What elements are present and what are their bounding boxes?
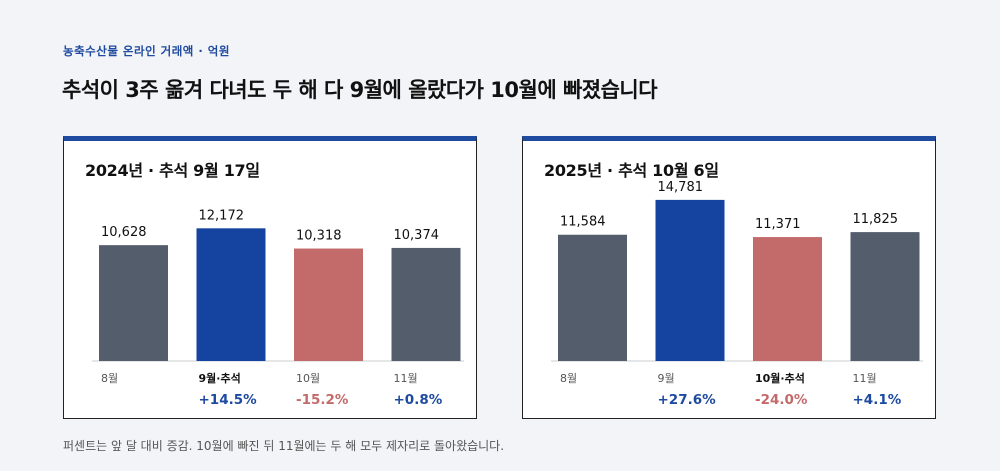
- bar-chart-2025: 11,584 8월 14,781 9월 +27.6% 11,371 10월·추석 -24.0%…: [551, 180, 923, 408]
- x-tick-label: 11월: [394, 372, 418, 385]
- bar: [655, 199, 725, 361]
- headline: 추석이 3주 옮겨 다녀도 두 해 다 9월에 올랐다가 10월에 빠졌습니다: [62, 78, 658, 102]
- data-label: 11,584: [560, 215, 606, 230]
- x-tick-label: 11월: [853, 372, 877, 385]
- bar-chart-2024: 10,628 8월 12,172 9월·추석 +14.5% 10,318 10월 -15.2%…: [92, 208, 464, 408]
- change-label: +4.1%: [853, 392, 902, 408]
- bar: [294, 248, 363, 361]
- x-tick-label: 10월: [296, 372, 320, 385]
- change-label: +0.8%: [394, 392, 443, 408]
- x-tick-label: 9월: [658, 372, 675, 385]
- x-tick-label: 10월·추석: [755, 371, 805, 385]
- change-label: +27.6%: [658, 392, 717, 408]
- change-label: -24.0%: [755, 392, 808, 408]
- chart-panel-2025: 2025년 · 추석 10월 6일 11,584 8월 14,781 9월 +27.6%…: [522, 136, 936, 419]
- data-label: 10,628: [101, 225, 147, 240]
- panel-title: 2024년 · 추석 9월 17일: [85, 161, 260, 180]
- change-label: +14.5%: [199, 392, 258, 408]
- footnote: 퍼센트는 앞 달 대비 증감. 10월에 빠진 뒤 11월에는 두 해 모두 제…: [63, 439, 505, 453]
- bar: [391, 247, 461, 361]
- bar: [558, 234, 627, 361]
- x-tick-label: 8월: [101, 372, 118, 385]
- data-label: 10,318: [296, 229, 342, 244]
- chart-panel-2024: 2024년 · 추석 9월 17일 10,628 8월 12,172 9월·추석 +14…: [63, 136, 477, 419]
- data-label: 11,825: [853, 212, 899, 227]
- data-label: 12,172: [199, 208, 245, 223]
- bar: [753, 237, 822, 361]
- panel-title: 2025년 · 추석 10월 6일: [544, 161, 719, 180]
- data-label: 14,781: [658, 180, 704, 195]
- data-label: 11,371: [755, 217, 801, 232]
- bar: [99, 245, 168, 361]
- kicker: 농축수산물 온라인 거래액 · 억원: [63, 44, 230, 58]
- bar: [196, 228, 266, 361]
- change-label: -15.2%: [296, 392, 349, 408]
- x-tick-label: 8월: [560, 372, 577, 385]
- data-label: 10,374: [394, 228, 440, 243]
- x-tick-label: 9월·추석: [199, 371, 241, 385]
- bar: [850, 232, 920, 361]
